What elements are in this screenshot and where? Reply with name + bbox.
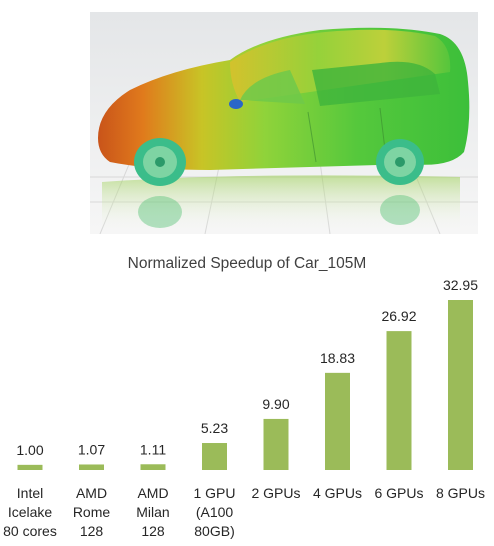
category-label-3-line-1: (A100 <box>196 504 234 520</box>
bar-value-label-1: 1.07 <box>78 441 105 457</box>
category-label-2-line-0: AMD <box>137 485 168 501</box>
bar-5 <box>325 372 350 470</box>
bar-value-label-5: 18.83 <box>320 350 355 366</box>
bar-value-label-6: 26.92 <box>381 308 416 324</box>
category-label-1-line-2: 128 <box>80 523 104 539</box>
category-label-2-line-2: 128 <box>141 523 165 539</box>
bar-3 <box>202 443 227 470</box>
bar-value-label-4: 9.90 <box>262 396 289 412</box>
category-label-0-line-0: Intel <box>17 485 43 501</box>
category-label-4-line-0: 2 GPUs <box>251 485 300 501</box>
category-label-6-line-0: 6 GPUs <box>374 485 423 501</box>
bar-2 <box>140 464 166 470</box>
category-label-1-line-1: Rome <box>73 504 111 520</box>
category-label-0-line-1: Icelake <box>8 504 53 520</box>
category-label-3-line-2: 80GB) <box>194 523 234 539</box>
bar-4 <box>263 418 289 470</box>
category-label-1-line-0: AMD <box>76 485 107 501</box>
car-cfd-render-image <box>90 12 478 234</box>
bar-value-label-2: 1.11 <box>140 441 166 457</box>
bar-0 <box>17 464 43 470</box>
bar-1 <box>79 464 104 470</box>
category-label-3-line-0: 1 GPU <box>193 485 235 501</box>
category-label-7-line-0: 8 GPUs <box>436 485 485 501</box>
bar-value-label-0: 1.00 <box>16 442 43 458</box>
bar-value-label-7: 32.95 <box>443 277 478 293</box>
bar-chart: 1.00 Intel Icelake 80 cores 1.07 AMD Rome 128 1.… <box>3 277 485 539</box>
bar-7 <box>448 300 473 470</box>
category-label-5-line-0: 4 GPUs <box>313 485 362 501</box>
chart-title: Normalized Speedup of Car_105M <box>127 255 367 272</box>
category-label-0-line-2: 80 cores <box>3 523 57 539</box>
bar-value-label-3: 5.23 <box>201 420 228 436</box>
category-label-2-line-1: Milan <box>136 504 169 520</box>
bar-6 <box>386 331 412 470</box>
